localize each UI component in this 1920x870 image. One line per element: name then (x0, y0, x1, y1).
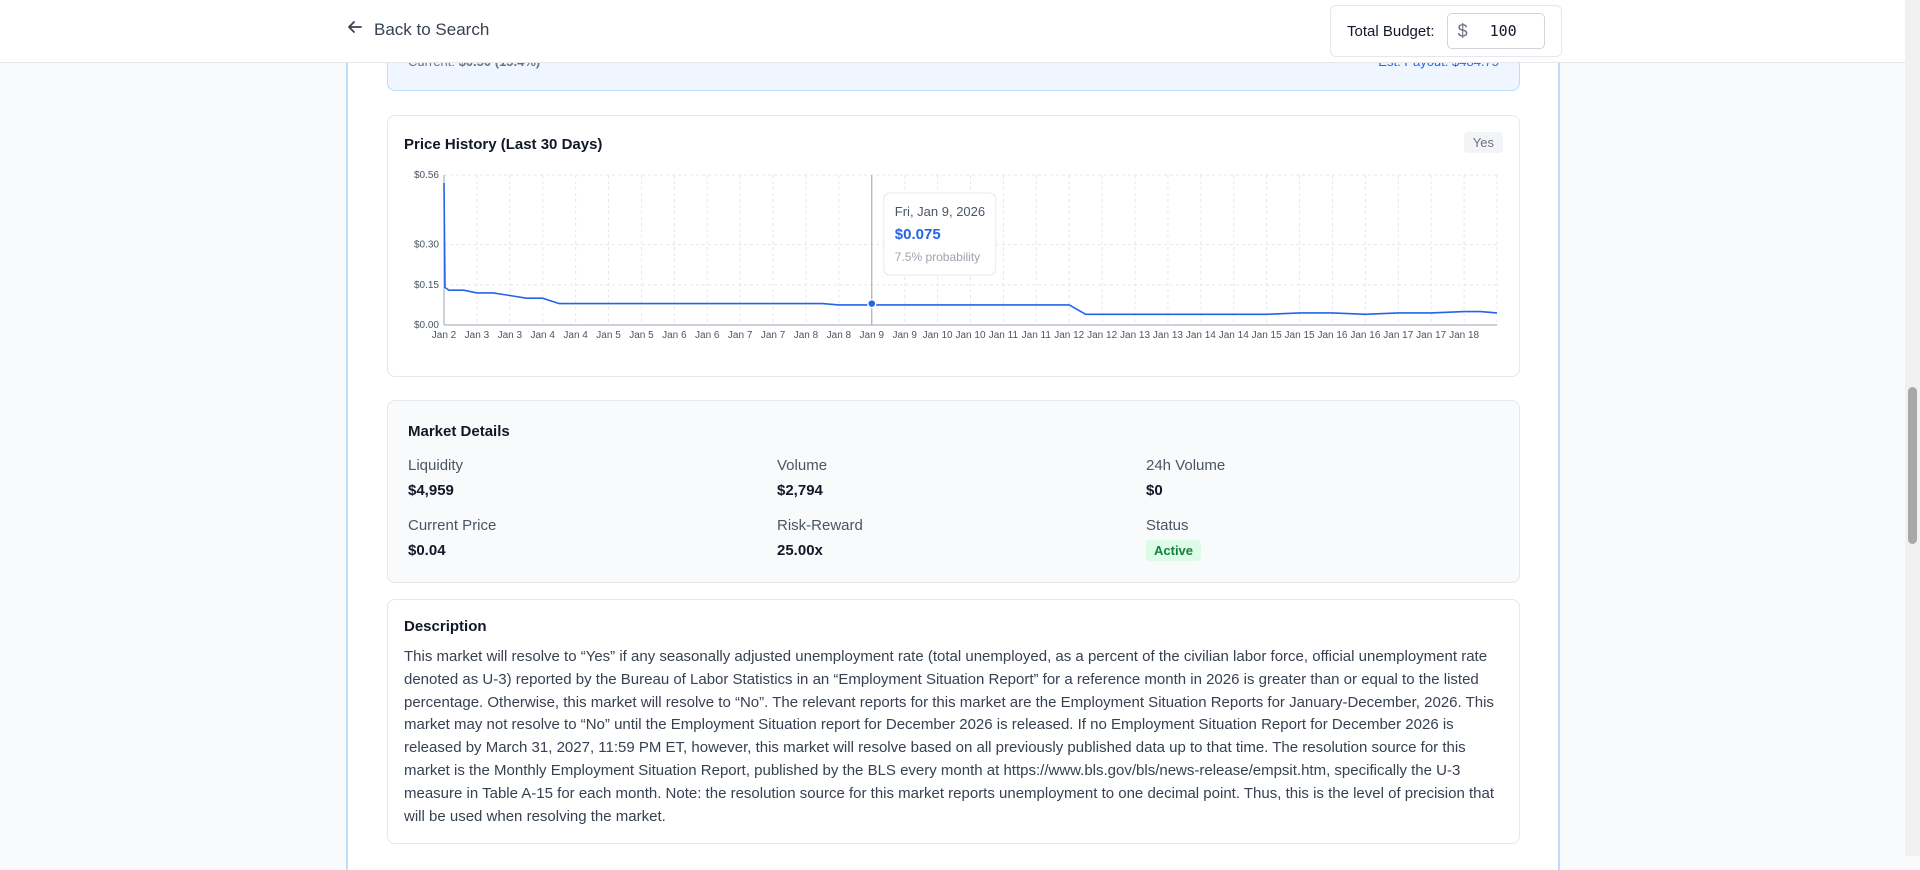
x-tick-label: Jan 4 (563, 330, 588, 341)
x-tick-label: Jan 17 (1383, 330, 1413, 341)
detail-current-price: Current Price $0.04 (408, 517, 496, 559)
x-tick-label: Jan 9 (860, 330, 885, 341)
x-tick-label: Jan 18 (1449, 330, 1479, 341)
x-tick-label: Jan 6 (662, 330, 687, 341)
budget-panel: Total Budget: $ 100 (1330, 5, 1562, 57)
x-tick-label: Jan 7 (728, 330, 753, 341)
x-tick-label: Jan 3 (498, 330, 523, 341)
hover-point (867, 298, 877, 309)
market-details-card: Market Details Liquidity $4,959 Volume $… (387, 400, 1520, 583)
x-tick-label: Jan 3 (465, 330, 490, 341)
y-tick-label: $0.00 (414, 320, 439, 331)
status-badge: Active (1146, 540, 1202, 561)
description-card: Description This market will resolve to … (387, 599, 1520, 844)
detail-label: Status (1146, 517, 1189, 534)
description-text: This market will resolve to “Yes” if any… (404, 648, 1495, 825)
budget-input[interactable]: $ 100 (1446, 13, 1545, 49)
x-tick-label: Jan 8 (794, 330, 819, 341)
arrow-left-icon (346, 18, 364, 41)
description-title: Description (404, 618, 487, 635)
detail-value: $0.04 (408, 542, 446, 559)
x-tick-label: Jan 12 (1087, 330, 1117, 341)
detail-24h-volume: 24h Volume $0 (1146, 457, 1225, 499)
detail-value: $0 (1146, 482, 1163, 499)
series-line-yes (443, 182, 1498, 316)
x-tick-label: Jan 13 (1153, 330, 1183, 341)
detail-value: $2,794 (777, 482, 823, 499)
tooltip-box (883, 192, 997, 276)
x-tick-label: Jan 4 (530, 330, 555, 341)
tooltip-probability: 7.5% probability (895, 250, 980, 264)
x-tick-label: Jan 5 (596, 330, 621, 341)
x-tick-label: Jan 13 (1120, 330, 1150, 341)
x-tick-label: Jan 11 (1022, 330, 1052, 341)
price-history-card: Price History (Last 30 Days) Yes $0.00 $0… (387, 115, 1520, 377)
details-title: Market Details (408, 423, 510, 440)
outcome-chip[interactable]: Yes (1463, 132, 1503, 153)
tooltip-date: Fri, Jan 9, 2026 (895, 204, 985, 219)
detail-status: Status Active (1146, 517, 1202, 561)
top-bar: Back to Search Total Budget: $ 100 (0, 0, 1905, 63)
tooltip-value: $0.075 (895, 226, 941, 243)
x-tick-label: Jan 16 (1350, 330, 1380, 341)
detail-label: Liquidity (408, 457, 464, 474)
scrollbar-thumb[interactable] (1908, 387, 1917, 544)
x-tick-label: Jan 5 (629, 330, 654, 341)
x-tick-label: Jan 12 (1054, 330, 1084, 341)
detail-label: Risk-Reward (777, 517, 863, 534)
y-tick-label: $0.56 (414, 170, 439, 181)
x-tick-label: Jan 2 (432, 330, 457, 341)
x-tick-label: Jan 11 (989, 330, 1019, 341)
x-tick-label: Jan 10 (923, 330, 953, 341)
detail-liquidity: Liquidity $4,959 (408, 457, 463, 499)
detail-label: Volume (777, 457, 828, 474)
x-tick-label: Jan 8 (827, 330, 852, 341)
x-tick-label: Jan 7 (761, 330, 786, 341)
x-tick-label: Jan 15 (1285, 330, 1315, 341)
budget-value: 100 (1489, 22, 1517, 40)
x-tick-label: Jan 16 (1317, 330, 1347, 341)
budget-label: Total Budget: (1347, 22, 1435, 40)
x-tick-label: Jan 17 (1416, 330, 1446, 341)
detail-label: 24h Volume (1146, 457, 1226, 474)
price-history-chart[interactable]: $0.00 $0.15 $0.30 $0.56 Jan 2 Jan 3 Jan 3 Jan 4… (388, 116, 1519, 376)
chart-title: Price History (Last 30 Days) (404, 136, 603, 153)
x-tick-label: Jan 14 (1186, 330, 1216, 341)
back-to-search-link[interactable]: Back to Search (346, 18, 489, 41)
detail-value: 25.00x (777, 542, 823, 559)
x-tick-label: Jan 10 (955, 330, 985, 341)
detail-label: Current Price (408, 517, 497, 534)
x-tick-label: Jan 6 (695, 330, 720, 341)
detail-risk-reward: Risk-Reward 25.00x (777, 517, 863, 559)
detail-value: $4,959 (408, 482, 454, 499)
detail-volume: Volume $2,794 (777, 457, 827, 499)
currency-symbol: $ (1457, 20, 1468, 41)
y-tick-label: $0.30 (414, 240, 439, 251)
page-scrollbar[interactable] (1905, 0, 1920, 856)
x-tick-label: Jan 15 (1252, 330, 1282, 341)
y-tick-label: $0.15 (414, 280, 439, 291)
x-tick-label: Jan 14 (1219, 330, 1249, 341)
back-label: Back to Search (374, 19, 490, 39)
x-tick-label: Jan 9 (892, 330, 917, 341)
